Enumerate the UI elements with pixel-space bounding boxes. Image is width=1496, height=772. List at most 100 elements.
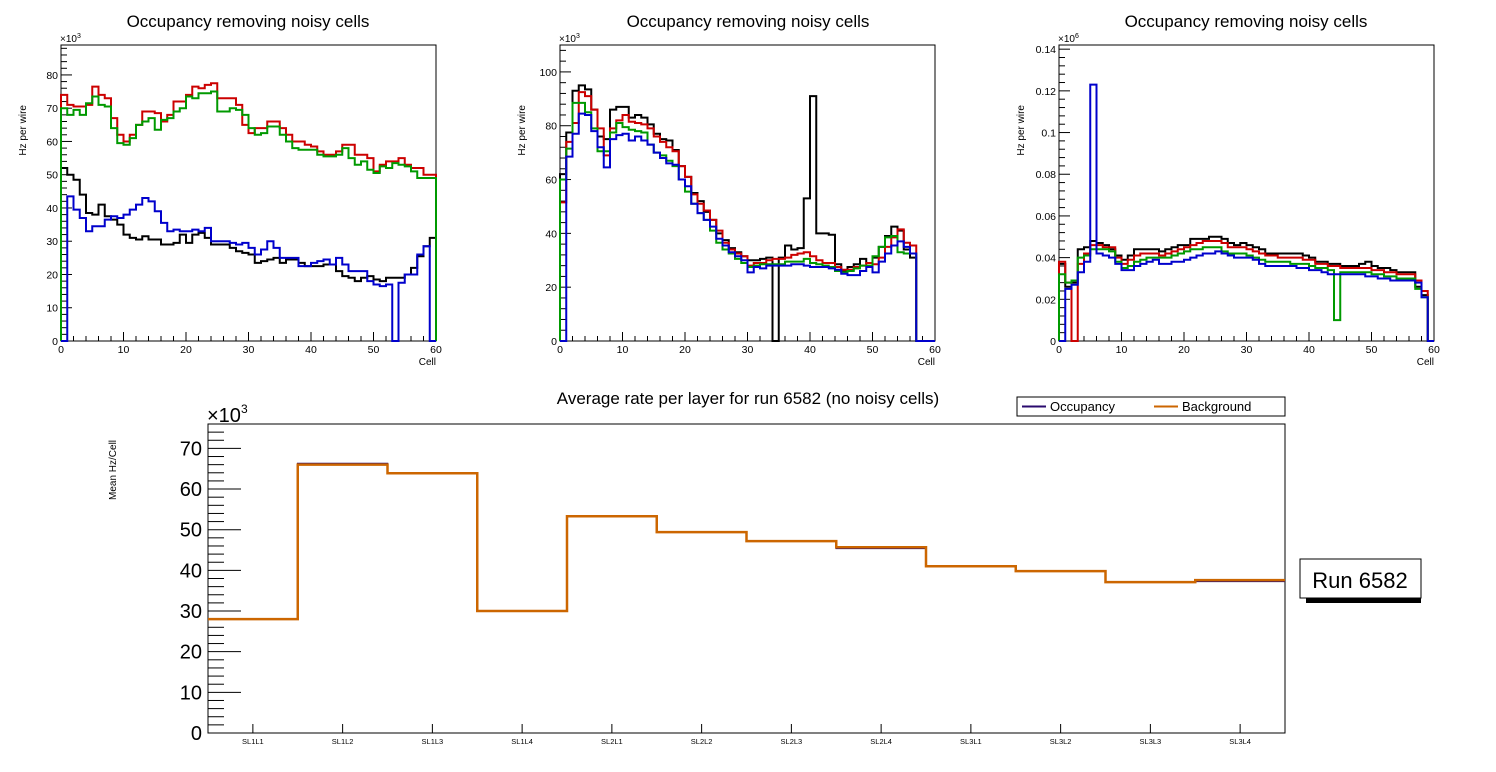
x-tick-label: SL1L3 <box>422 737 444 746</box>
x-tick-label: SL3L1 <box>960 737 982 746</box>
x-tick-label: 0 <box>557 344 563 356</box>
plot-frame <box>207 423 1286 734</box>
x-tick-label: 40 <box>305 344 317 356</box>
axis-exponent: ×106 <box>1058 33 1079 45</box>
annotation-text: Run 6582 <box>1312 568 1407 593</box>
x-tick-label: SL1L1 <box>242 737 264 746</box>
exponent-power: 6 <box>1075 33 1079 40</box>
y-tick-label: 0.06 <box>1036 211 1057 223</box>
x-tick-label: 0 <box>1056 344 1062 356</box>
y-tick-label: 50 <box>180 520 202 542</box>
x-axis-label: Cell <box>419 357 436 368</box>
y-tick-label: 60 <box>46 136 58 148</box>
x-tick-label: SL3L3 <box>1140 737 1162 746</box>
x-tick-label: 60 <box>430 344 442 356</box>
series-blue-line <box>1059 83 1434 342</box>
series-blue-line <box>560 112 935 342</box>
series-blue-line <box>61 195 436 342</box>
plot-frame <box>60 44 437 342</box>
y-tick-label: 50 <box>46 170 58 182</box>
x-tick-label: 30 <box>742 344 754 356</box>
exponent-power: 3 <box>241 402 248 416</box>
axis-exponent: ×103 <box>207 402 248 427</box>
y-tick-label: 10 <box>46 303 58 315</box>
y-tick-label: 80 <box>46 70 58 82</box>
y-tick-label: 20 <box>180 642 202 664</box>
chart-title: Occupancy removing noisy cells <box>1125 12 1368 31</box>
x-axis-label: Cell <box>918 357 935 368</box>
annotation-shadow <box>1306 595 1421 603</box>
x-tick-label: 10 <box>617 344 629 356</box>
series-red-line <box>1058 239 1434 342</box>
y-tick-label: 80 <box>545 121 557 133</box>
x-tick-label: SL1L4 <box>511 737 533 746</box>
series-green-line <box>60 90 437 341</box>
y-tick-label: 0.1 <box>1041 128 1056 140</box>
y-tick-label: 0 <box>551 336 557 348</box>
y-tick-label: 20 <box>545 282 557 294</box>
exponent-power: 3 <box>576 33 580 40</box>
y-tick-label: 0 <box>52 336 58 348</box>
series-green-line <box>1058 246 1434 342</box>
y-tick-label: 0.14 <box>1036 44 1057 56</box>
x-tick-label: 30 <box>243 344 255 356</box>
y-tick-label: 20 <box>46 269 58 281</box>
x-tick-label: SL3L4 <box>1229 737 1251 746</box>
y-tick-label: 10 <box>180 682 202 704</box>
y-tick-label: 60 <box>180 479 202 501</box>
plot-frame <box>1058 44 1435 342</box>
y-tick-label: 0.04 <box>1036 253 1057 265</box>
run-annotation: Run 6582 <box>1299 558 1422 603</box>
y-tick-label: 0.12 <box>1036 86 1057 98</box>
x-tick-label: SL1L2 <box>332 737 354 746</box>
y-tick-label: 30 <box>46 236 58 248</box>
x-tick-label: SL2L2 <box>691 737 713 746</box>
x-tick-label: 50 <box>867 344 879 356</box>
legend-label-occupancy: Occupancy <box>1050 399 1116 414</box>
y-axis-label: Hz per wire <box>517 105 528 156</box>
y-axis-label: Hz per wire <box>18 105 29 156</box>
y-tick-label: 40 <box>180 560 202 582</box>
axis-exponent: ×103 <box>559 33 580 45</box>
y-tick-label: 0 <box>191 723 202 745</box>
series-black-line <box>60 167 437 341</box>
annotation-box <box>1299 558 1422 599</box>
plot-frame <box>559 44 936 342</box>
x-tick-label: 50 <box>1366 344 1378 356</box>
y-tick-label: 0 <box>1050 336 1056 348</box>
x-tick-label: SL2L3 <box>781 737 803 746</box>
x-tick-label: SL3L2 <box>1050 737 1072 746</box>
x-tick-label: 50 <box>368 344 380 356</box>
x-tick-label: SL2L4 <box>870 737 892 746</box>
x-tick-label: 20 <box>679 344 691 356</box>
y-tick-label: 70 <box>46 103 58 115</box>
legend: Occupancy Background <box>1016 396 1286 417</box>
x-tick-label: 30 <box>1241 344 1253 356</box>
x-tick-label: 60 <box>1428 344 1440 356</box>
chart-title: Occupancy removing noisy cells <box>127 12 370 31</box>
exponent-base: ×10 <box>559 34 576 45</box>
x-tick-label: 10 <box>118 344 130 356</box>
exponent-base: ×10 <box>1058 34 1075 45</box>
x-tick-label: SL2L1 <box>601 737 623 746</box>
exponent-power: 3 <box>77 33 81 40</box>
chart-title: Occupancy removing noisy cells <box>627 12 870 31</box>
y-axis-label: Hz per wire <box>1016 105 1027 156</box>
y-tick-label: 70 <box>180 438 202 460</box>
x-tick-label: 0 <box>58 344 64 356</box>
exponent-base: ×10 <box>60 34 77 45</box>
exponent-base: ×10 <box>207 405 241 427</box>
x-axis-label: Cell <box>1417 357 1434 368</box>
x-tick-label: 40 <box>804 344 816 356</box>
series-background-line <box>208 463 1285 621</box>
x-tick-label: 40 <box>1303 344 1315 356</box>
axis-exponent: ×103 <box>60 33 81 45</box>
y-tick-label: 40 <box>46 203 58 215</box>
legend-label-background: Background <box>1182 399 1251 414</box>
x-tick-label: 20 <box>1178 344 1190 356</box>
y-tick-label: 0.08 <box>1036 169 1057 181</box>
y-axis-label: Mean Hz/Cell <box>108 440 119 500</box>
y-tick-label: 0.02 <box>1036 294 1057 306</box>
y-tick-label: 60 <box>545 175 557 187</box>
